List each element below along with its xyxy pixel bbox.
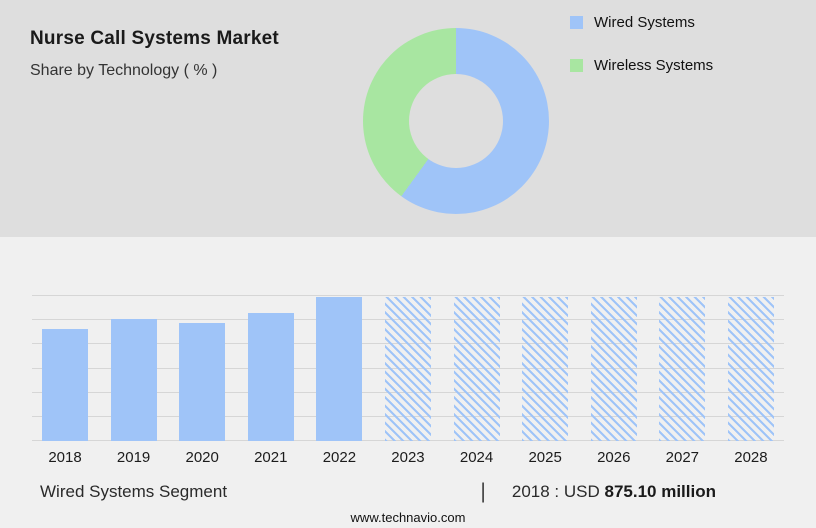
separator: | bbox=[480, 480, 486, 503]
forecast-bar-2026 bbox=[590, 297, 637, 441]
value-prefix: 2018 : USD bbox=[511, 482, 600, 501]
bar-chart-section: 2018 2019 2020 2021 2022 2023 2024 2025 2026 2027… bbox=[0, 237, 816, 528]
gridline bbox=[32, 295, 784, 296]
x-label-2019: 2019 bbox=[116, 449, 151, 466]
wired-systems-swatch bbox=[570, 16, 583, 29]
legend-item-wireless: Wireless Systems bbox=[570, 57, 713, 74]
x-label-2027: 2027 bbox=[665, 449, 700, 466]
forecast-bar-2025 bbox=[522, 297, 569, 441]
bar-chart-plot bbox=[32, 295, 784, 441]
legend-item-wired: Wired Systems bbox=[570, 14, 713, 31]
wireless-systems-swatch bbox=[570, 59, 583, 72]
x-label-2023: 2023 bbox=[391, 449, 425, 466]
legend-label: Wired Systems bbox=[594, 14, 695, 31]
summary-row: Wired Systems Segment | 2018 : USD 875.1… bbox=[40, 480, 716, 504]
bar-2021 bbox=[247, 313, 294, 441]
bar-2019 bbox=[110, 319, 157, 441]
forecast-bar-2024 bbox=[453, 297, 500, 441]
legend-label: Wireless Systems bbox=[594, 57, 714, 74]
x-axis-labels: 2018 2019 2020 2021 2022 2023 2024 2025 2026 2027… bbox=[32, 449, 784, 466]
website-url: www.technavio.com bbox=[350, 510, 466, 525]
bar-2022 bbox=[316, 297, 363, 441]
x-label-2022: 2022 bbox=[322, 449, 357, 466]
donut-chart bbox=[363, 28, 549, 214]
value-bold: 875.10 million bbox=[604, 482, 717, 501]
x-label-2024: 2024 bbox=[459, 449, 494, 466]
x-label-2020: 2020 bbox=[185, 449, 219, 466]
x-label-2018: 2018 bbox=[48, 449, 82, 466]
bar-2020 bbox=[179, 323, 226, 441]
forecast-bar-2027 bbox=[659, 297, 706, 441]
chart-legend: Wired Systems Wireless Systems bbox=[570, 14, 713, 100]
bars-container bbox=[32, 295, 784, 441]
page-title: Nurse Call Systems Market bbox=[30, 28, 279, 49]
x-label-2021: 2021 bbox=[254, 449, 288, 466]
x-label-2025: 2025 bbox=[528, 449, 562, 466]
chart-subtitle: Share by Technology ( % ) bbox=[30, 62, 218, 79]
x-label-2028: 2028 bbox=[734, 449, 768, 466]
x-label-2026: 2026 bbox=[597, 449, 631, 466]
forecast-bar-2028 bbox=[727, 297, 774, 441]
forecast-bar-2023 bbox=[384, 297, 431, 441]
market-value: 2018 : USD 875.10 million bbox=[512, 482, 716, 502]
header-section: Nurse Call Systems Market Share by Techn… bbox=[0, 0, 816, 237]
bar-2018 bbox=[42, 329, 88, 441]
segment-label: Wired Systems Segment bbox=[40, 482, 228, 501]
title-block: Nurse Call Systems Market Share by Techn… bbox=[30, 28, 279, 80]
